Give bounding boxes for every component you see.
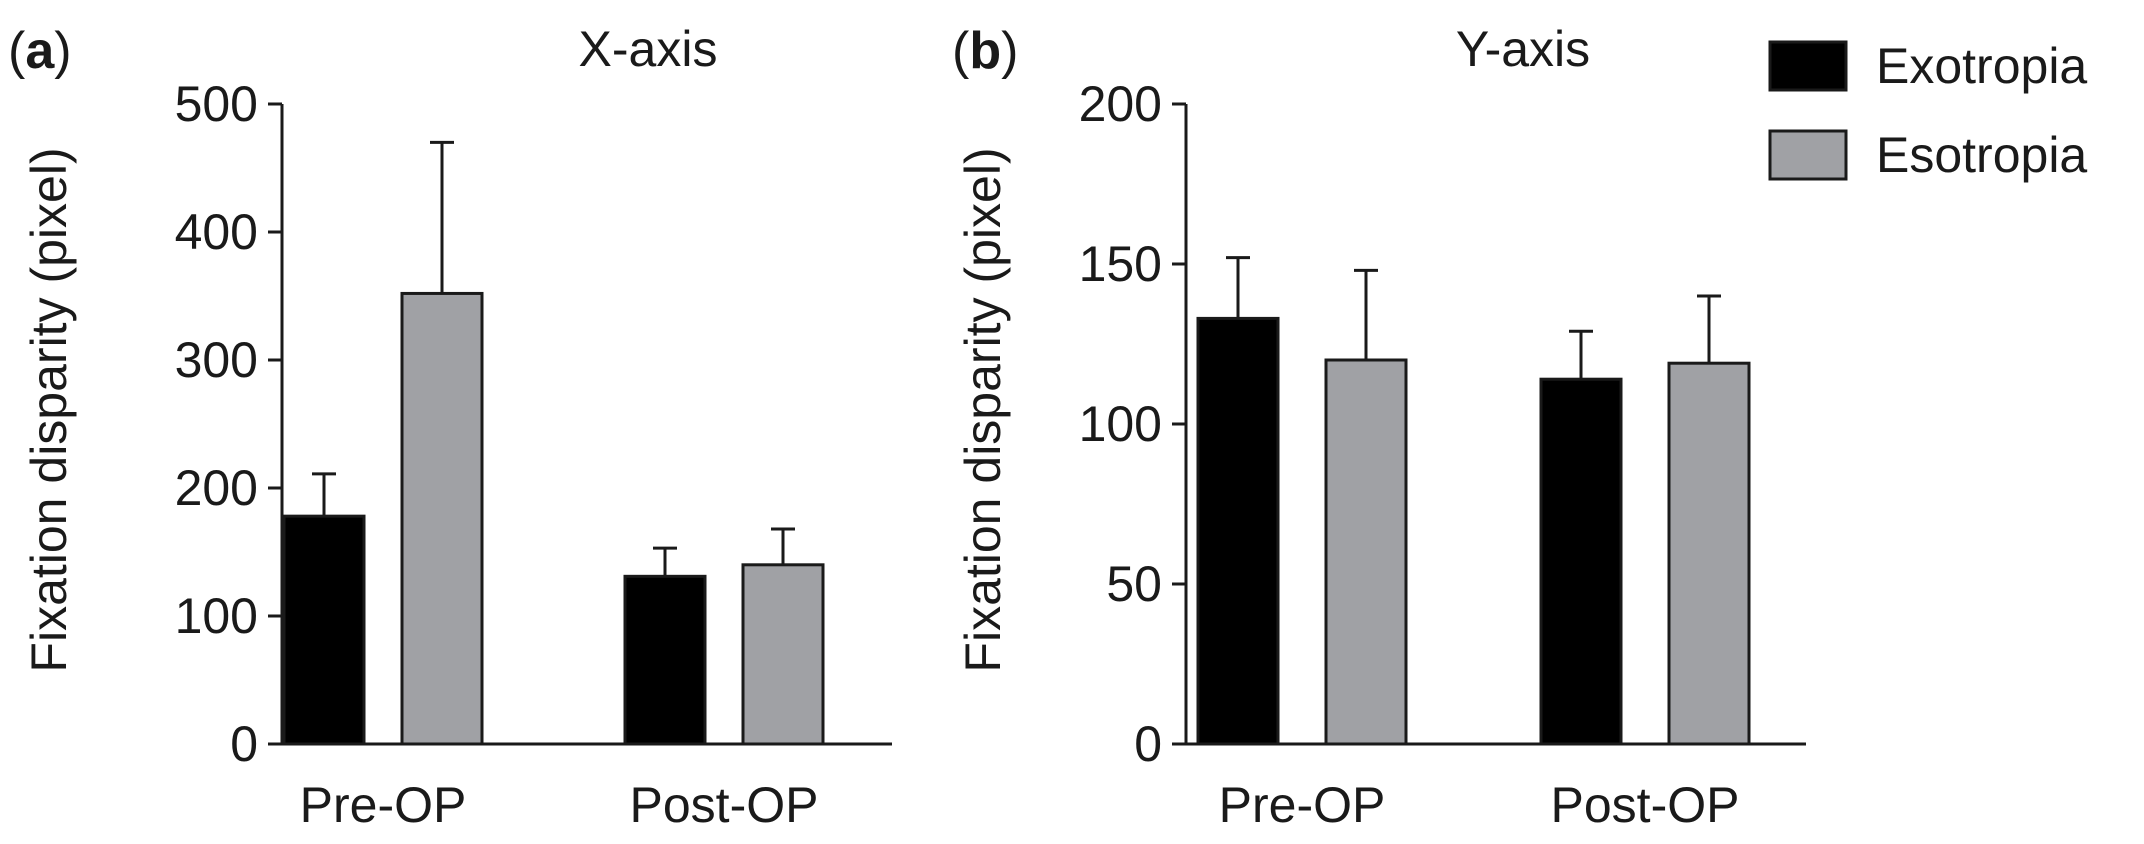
- legend: Exotropia Esotropia: [1768, 38, 2087, 183]
- panel-b-category-label-post-op: Post-OP: [1551, 777, 1740, 833]
- panel-b-y-tick-label-200: 200: [1079, 76, 1162, 132]
- panel-a-letter: (a): [8, 22, 72, 80]
- panel-b-bar-post-op-esotropia: [1667, 361, 1751, 746]
- panel-a-bar-post-op-esotropia: [741, 563, 825, 746]
- panel-a-category-label-post-op: Post-OP: [630, 777, 819, 833]
- panel-a-category-label-pre-op: Pre-OP: [300, 777, 467, 833]
- panel-b-y-axis-title: Fixation disparity (pixel): [955, 147, 1011, 672]
- legend-swatch-esotropia: [1768, 129, 1848, 181]
- panel-b-category-label-pre-op: Pre-OP: [1219, 777, 1386, 833]
- panel-a-y-tick-label-300: 300: [175, 332, 258, 388]
- panel-b-bars: [1196, 256, 1751, 746]
- panel-b-bar-post-op-exotropia: [1539, 377, 1623, 746]
- panel-b-category-labels: Pre-OP Post-OP: [1219, 777, 1740, 833]
- panel-b-bar-pre-op-exotropia: [1196, 316, 1280, 746]
- panel-a-y-axis-title: Fixation disparity (pixel): [21, 147, 77, 672]
- panel-b-y-tick-label-50: 50: [1106, 556, 1162, 612]
- panel-a-bar-pre-op-exotropia: [282, 514, 366, 746]
- panel-a-y-tick-label-500: 500: [175, 76, 258, 132]
- panel-a-y-tick-label-200: 200: [175, 460, 258, 516]
- panel-a-y-tick-label-400: 400: [175, 204, 258, 260]
- legend-label-esotropia: Esotropia: [1876, 127, 2087, 183]
- panel-b-y-tick-label-100: 100: [1079, 396, 1162, 452]
- panel-b-y-axis: (b) Y-axis Fixation disparity (pixel) 0 5…: [952, 21, 1806, 833]
- panel-a-y-tick-label-0: 0: [230, 716, 258, 772]
- panel-a-category-labels: Pre-OP Post-OP: [300, 777, 819, 833]
- panel-a-bars: [282, 140, 825, 746]
- legend-swatch-exotropia: [1768, 40, 1848, 92]
- panel-b-letter: (b): [952, 22, 1018, 80]
- panel-a-x-axis: (a) X-axis Fixation disparity (pixel) 0 1…: [8, 21, 892, 833]
- panel-a-bar-post-op-exotropia: [623, 574, 707, 746]
- panel-a-title: X-axis: [579, 21, 718, 77]
- panel-b-y-tick-label-0: 0: [1134, 716, 1162, 772]
- legend-label-exotropia: Exotropia: [1876, 38, 2087, 94]
- panel-a-y-tick-label-100: 100: [175, 588, 258, 644]
- panel-b-y-ticks: 0 50 100 150 200: [1079, 76, 1186, 772]
- panel-a-bar-pre-op-esotropia: [400, 291, 484, 746]
- panel-b-title: Y-axis: [1456, 21, 1590, 77]
- panel-a-y-ticks: 0 100 200 300 400 500: [175, 76, 282, 772]
- panel-b-y-tick-label-150: 150: [1079, 236, 1162, 292]
- panel-b-bar-pre-op-esotropia: [1324, 358, 1408, 746]
